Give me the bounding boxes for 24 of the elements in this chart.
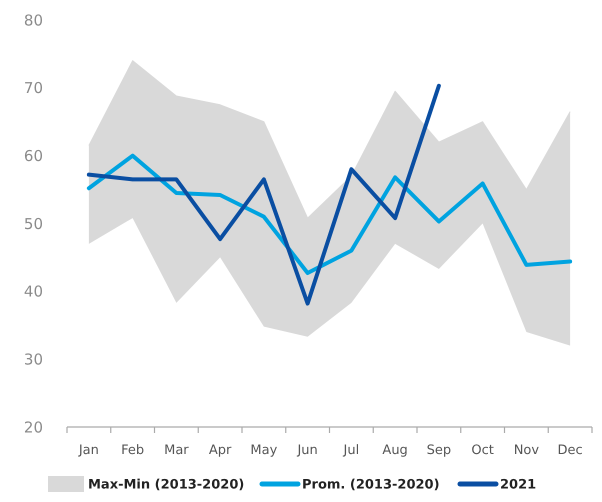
x-tick-label: Mar — [164, 443, 190, 458]
x-tick-label: Dec — [558, 443, 583, 458]
x-tick-label: May — [250, 443, 278, 458]
y-tick-label: 50 — [24, 214, 43, 233]
x-tick-label: Jan — [78, 443, 99, 458]
y-tick-label: 40 — [24, 282, 43, 301]
legend-label: 2021 — [500, 478, 536, 493]
x-tick-label: Nov — [514, 443, 540, 458]
legend-label: Prom. (2013-2020) — [302, 478, 440, 493]
x-tick-label: Aug — [382, 443, 408, 458]
y-tick-label: 60 — [24, 146, 43, 165]
x-tick-label: Sep — [426, 443, 452, 458]
legend-label: Max-Min (2013-2020) — [88, 478, 244, 493]
y-tick-label: 30 — [24, 350, 43, 368]
y-tick-label: 20 — [24, 418, 43, 436]
line-series — [86, 84, 441, 306]
x-tick-label: Apr — [208, 443, 232, 458]
x-tick-label: Oct — [471, 443, 494, 458]
x-tick-label: Feb — [121, 443, 144, 458]
x-tick-label: Jul — [342, 443, 360, 458]
y-tick-label: 70 — [24, 79, 43, 98]
y-tick-label: 80 — [24, 11, 43, 30]
line-series — [86, 154, 572, 276]
x-tick-label: Jun — [296, 443, 318, 458]
